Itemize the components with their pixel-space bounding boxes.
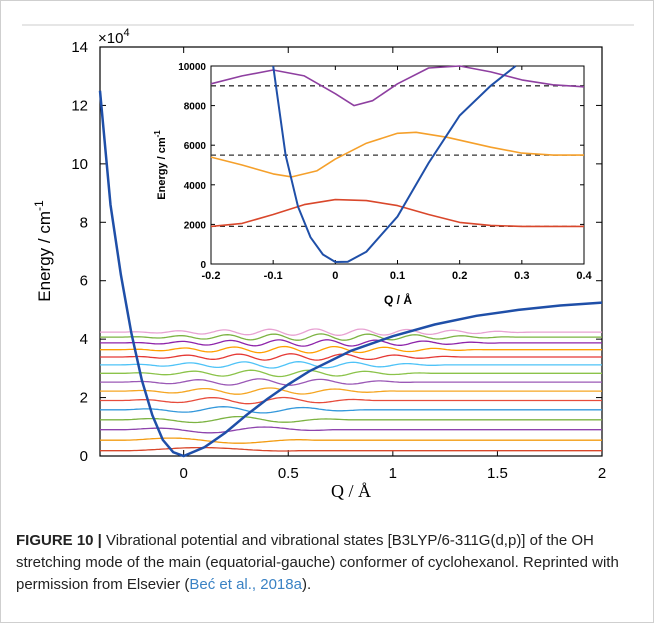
main-potential-curve xyxy=(98,90,603,458)
main-level-line xyxy=(100,353,602,361)
main-level-line xyxy=(100,369,602,378)
inset-y-tick-label: 2000 xyxy=(184,220,207,231)
inset-wavefunction-line xyxy=(210,198,584,228)
main-level-line xyxy=(100,426,602,434)
main-y-multiplier: ×104 xyxy=(98,27,130,47)
main-level-line xyxy=(100,437,602,444)
inset-y-axis-label: Energy / cm-1 xyxy=(153,130,168,200)
main-y-axis-label: Energy / cm-1 xyxy=(32,200,54,302)
main-y-tick-label: 10 xyxy=(71,156,88,173)
main-level-line xyxy=(100,328,602,336)
inset-y-tick-label: 4000 xyxy=(184,181,207,192)
main-ticks xyxy=(100,46,603,457)
main-level-line xyxy=(100,378,602,386)
inset-x-tick-label: 0.2 xyxy=(452,270,467,282)
main-level-line xyxy=(100,387,602,395)
inset-axes-box xyxy=(210,65,585,265)
inset-x-tick-label: -0.2 xyxy=(202,270,221,282)
inset-potential-curve xyxy=(272,65,517,264)
inset-x-tick-label: -0.1 xyxy=(264,270,283,282)
inset-y-tick-label: 8000 xyxy=(184,102,207,113)
inset-y-tick-label: 0 xyxy=(200,260,206,271)
top-rule xyxy=(22,24,634,26)
main-y-tick-label: 6 xyxy=(80,273,88,290)
main-level-line xyxy=(100,415,602,424)
caption-text: Vibrational potential and vibrational st… xyxy=(16,532,619,593)
inset-tick-labels: -0.2 -0.1 0 0.1 0.2 0.3 0.4 0 2000 4000 6000 8000 10… xyxy=(178,62,592,282)
main-y-tick-label: 12 xyxy=(71,97,88,114)
inset-wavefunctions xyxy=(210,65,585,228)
main-level-line xyxy=(100,446,602,452)
main-tick-labels: 0 0.5 1 1.5 2 0 2 4 6 8 10 12 14 xyxy=(71,39,606,482)
inset-y-tick-label: 6000 xyxy=(184,141,207,152)
main-y-multiplier-exp: 4 xyxy=(123,27,129,39)
inset-ticks xyxy=(210,65,585,265)
caption-tail: ). xyxy=(301,576,312,593)
main-axes-box xyxy=(99,46,603,457)
main-x-tick-label: 0.5 xyxy=(278,465,299,482)
main-y-axis-label-sup: -1 xyxy=(32,200,46,211)
main-x-tick-label: 1.5 xyxy=(487,465,508,482)
main-y-tick-label: 14 xyxy=(71,39,88,56)
main-vibrational-levels xyxy=(100,328,602,452)
main-x-tick-label: 1 xyxy=(389,465,397,482)
inset-x-tick-label: 0.1 xyxy=(390,270,405,282)
inset-wavefunction-line xyxy=(210,131,584,178)
main-y-tick-label: 0 xyxy=(80,448,88,465)
main-y-tick-label: 4 xyxy=(80,331,88,348)
main-level-line xyxy=(100,396,602,405)
inset-x-axis-label: Q / Å xyxy=(384,292,412,307)
inset-y-axis-label-sup: -1 xyxy=(153,130,162,138)
caption-citation-link[interactable]: Beć et al., 2018a xyxy=(189,576,302,593)
inset-wavefunction-line xyxy=(210,65,585,107)
inset-x-tick-label: 0 xyxy=(332,270,338,282)
main-y-tick-label: 2 xyxy=(80,390,88,407)
main-x-tick-label: 2 xyxy=(598,465,606,482)
inset-x-tick-label: 0.4 xyxy=(576,270,592,282)
main-level-line xyxy=(100,406,602,414)
main-y-tick-label: 8 xyxy=(80,214,88,231)
inset-x-tick-label: 0.3 xyxy=(514,270,529,282)
main-x-axis-label: Q / Å xyxy=(331,481,371,501)
main-level-line xyxy=(100,339,602,347)
main-level-line xyxy=(100,333,602,341)
caption-figure-label: FIGURE 10 | xyxy=(16,532,102,549)
main-x-tick-label: 0 xyxy=(179,465,187,482)
figure-caption: FIGURE 10 | Vibrational potential and vi… xyxy=(16,530,640,596)
main-level-line xyxy=(100,361,602,369)
inset-y-tick-label: 10000 xyxy=(178,62,206,73)
